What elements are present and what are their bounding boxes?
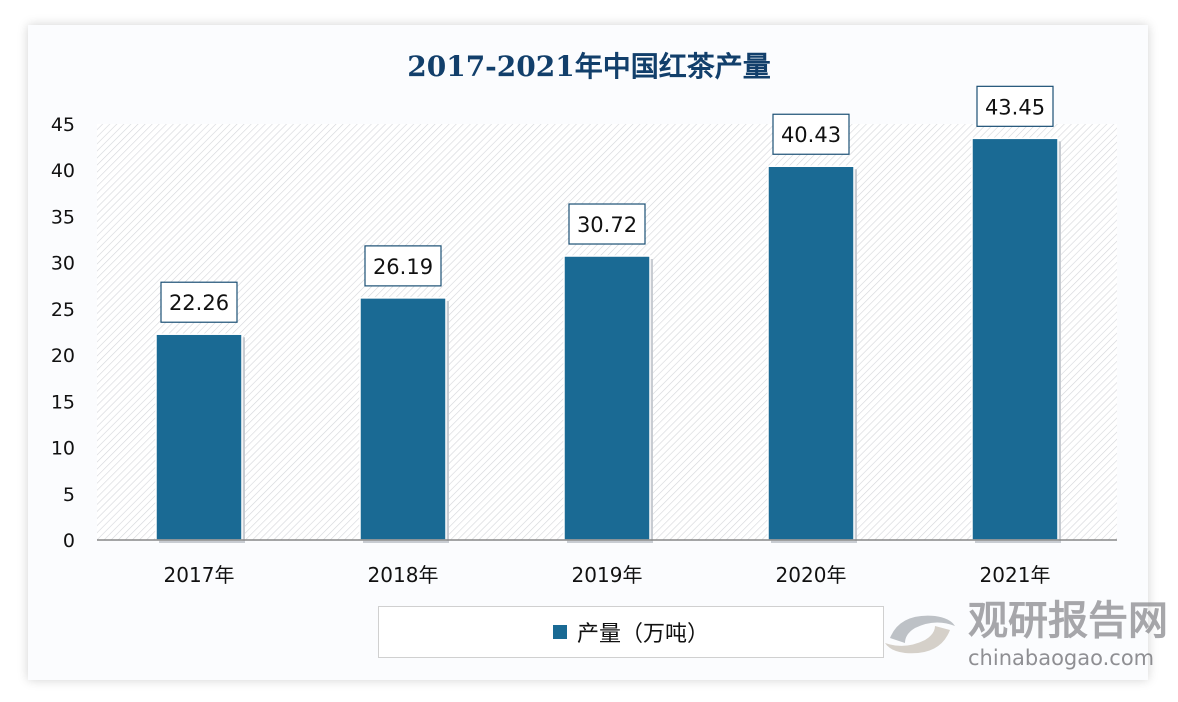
watermark-logo-icon xyxy=(885,615,955,654)
y-tick-label: 45 xyxy=(51,114,75,136)
y-tick-label: 10 xyxy=(51,438,75,460)
x-tick-label: 2020年 xyxy=(776,563,847,587)
x-tick-label: 2018年 xyxy=(368,563,439,587)
y-tick-label: 0 xyxy=(63,530,75,552)
y-tick-label: 20 xyxy=(51,345,75,367)
x-tick-label: 2017年 xyxy=(164,563,235,587)
bar xyxy=(767,165,855,541)
watermark-url: chinabaogao.com xyxy=(968,646,1155,670)
data-label-box xyxy=(772,113,850,155)
legend-label: 产量（万吨） xyxy=(576,622,709,647)
y-tick-label: 30 xyxy=(51,253,75,275)
y-tick-label: 15 xyxy=(51,391,75,413)
data-label: 30.72 xyxy=(577,213,637,237)
bar xyxy=(155,333,243,541)
y-tick-label: 40 xyxy=(51,160,75,182)
data-label: 43.45 xyxy=(985,95,1045,119)
data-label-box xyxy=(364,245,442,287)
data-label-box xyxy=(568,203,646,245)
x-tick-label: 2021年 xyxy=(980,563,1051,587)
data-label-box xyxy=(976,85,1054,127)
y-tick-label: 5 xyxy=(63,484,75,506)
watermark: 观研报告网 chinabaogao.com xyxy=(880,598,1170,674)
y-tick-label: 25 xyxy=(51,299,75,321)
data-label: 40.43 xyxy=(781,123,841,147)
data-label-box xyxy=(160,281,238,323)
watermark-text: 观研报告网 xyxy=(968,598,1168,644)
data-label: 26.19 xyxy=(373,255,433,279)
y-tick-label: 35 xyxy=(51,206,75,228)
bar xyxy=(563,255,651,541)
bar xyxy=(359,297,447,541)
x-tick-label: 2019年 xyxy=(572,563,643,587)
bar xyxy=(971,137,1059,541)
chart-title: 2017-2021年中国红茶产量 xyxy=(407,50,771,83)
legend-swatch xyxy=(552,625,567,639)
data-label: 22.26 xyxy=(169,291,229,315)
legend: 产量（万吨） xyxy=(378,606,884,658)
